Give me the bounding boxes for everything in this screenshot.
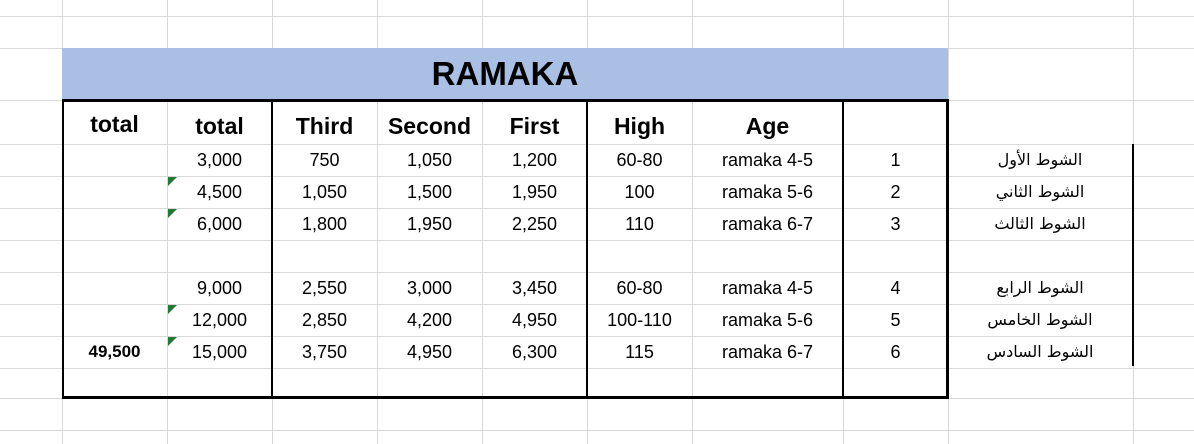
round-number-cell[interactable]: 2 bbox=[890, 182, 901, 202]
total-header[interactable]: total bbox=[195, 113, 244, 139]
age-cell[interactable]: ramaka 4-5 bbox=[721, 278, 814, 298]
high-cell[interactable]: 100 bbox=[624, 182, 655, 202]
round-number-cell[interactable]: 6 bbox=[890, 342, 901, 362]
grand-total-header[interactable]: total bbox=[90, 111, 139, 137]
high-cell[interactable]: 60-80 bbox=[616, 150, 663, 170]
age-cell[interactable]: ramaka 6-7 bbox=[721, 214, 814, 234]
first-cell[interactable]: 1,200 bbox=[511, 150, 558, 170]
age-cell[interactable]: ramaka 6-7 bbox=[721, 342, 814, 362]
high-header[interactable]: High bbox=[613, 113, 666, 139]
high-cell[interactable]: 100-110 bbox=[607, 310, 672, 330]
third-cell[interactable]: 2,850 bbox=[301, 310, 348, 330]
third-cell[interactable]: 2,550 bbox=[301, 278, 348, 298]
sheet-title[interactable]: RAMAKA bbox=[431, 55, 579, 92]
high-cell[interactable]: 110 bbox=[625, 214, 654, 234]
round-number-cell[interactable]: 4 bbox=[890, 278, 901, 298]
round-number-cell[interactable]: 3 bbox=[890, 214, 901, 234]
first-header[interactable]: First bbox=[509, 113, 560, 139]
round-name-cell[interactable]: الشوط الثاني bbox=[995, 182, 1085, 201]
second-cell[interactable]: 1,050 bbox=[406, 150, 453, 170]
row-total-cell[interactable]: 9,000 bbox=[196, 278, 243, 298]
round-name-cell[interactable]: الشوط الخامس bbox=[987, 310, 1093, 329]
second-cell[interactable]: 4,200 bbox=[406, 310, 453, 330]
round-name-cell[interactable]: الشوط السادس bbox=[986, 342, 1094, 361]
title-band bbox=[62, 48, 948, 100]
round-name-cell[interactable]: الشوط الرابع bbox=[996, 278, 1084, 297]
row-total-cell[interactable]: 3,000 bbox=[196, 150, 243, 170]
round-name-cell[interactable]: الشوط الأول bbox=[997, 150, 1083, 169]
high-cell[interactable]: 115 bbox=[625, 342, 654, 362]
third-cell[interactable]: 3,750 bbox=[301, 342, 348, 362]
third-cell[interactable]: 1,800 bbox=[301, 214, 348, 234]
row-total-cell[interactable]: 12,000 bbox=[191, 310, 248, 330]
second-cell[interactable]: 4,950 bbox=[406, 342, 453, 362]
row-total-cell[interactable]: 15,000 bbox=[191, 342, 248, 362]
age-cell[interactable]: ramaka 5-6 bbox=[721, 182, 814, 202]
first-cell[interactable]: 1,950 bbox=[511, 182, 558, 202]
first-cell[interactable]: 2,250 bbox=[511, 214, 558, 234]
comment-marker-icon bbox=[168, 177, 177, 186]
third-header[interactable]: Third bbox=[295, 113, 354, 139]
first-cell[interactable]: 4,950 bbox=[511, 310, 558, 330]
round-number-cell[interactable]: 1 bbox=[890, 150, 901, 170]
round-name-cell[interactable]: الشوط الثالث bbox=[994, 214, 1086, 233]
age-header[interactable]: Age bbox=[745, 113, 790, 139]
row-total-cell[interactable]: 4,500 bbox=[196, 182, 243, 202]
second-cell[interactable]: 3,000 bbox=[406, 278, 453, 298]
row-total-cell[interactable]: 6,000 bbox=[196, 214, 243, 234]
second-cell[interactable]: 1,500 bbox=[406, 182, 453, 202]
high-cell[interactable]: 60-80 bbox=[616, 278, 663, 298]
comment-marker-icon bbox=[168, 305, 177, 314]
grand-total-value[interactable]: 49,500 bbox=[88, 342, 141, 361]
second-header[interactable]: Second bbox=[387, 113, 472, 139]
first-cell[interactable]: 3,450 bbox=[511, 278, 558, 298]
comment-marker-icon bbox=[168, 337, 177, 346]
second-cell[interactable]: 1,950 bbox=[406, 214, 453, 234]
third-cell[interactable]: 1,050 bbox=[301, 182, 348, 202]
first-cell[interactable]: 6,300 bbox=[511, 342, 558, 362]
age-cell[interactable]: ramaka 5-6 bbox=[721, 310, 814, 330]
age-cell[interactable]: ramaka 4-5 bbox=[721, 150, 814, 170]
round-number-cell[interactable]: 5 bbox=[890, 310, 901, 330]
comment-marker-icon bbox=[168, 209, 177, 218]
third-cell[interactable]: 750 bbox=[309, 150, 340, 170]
